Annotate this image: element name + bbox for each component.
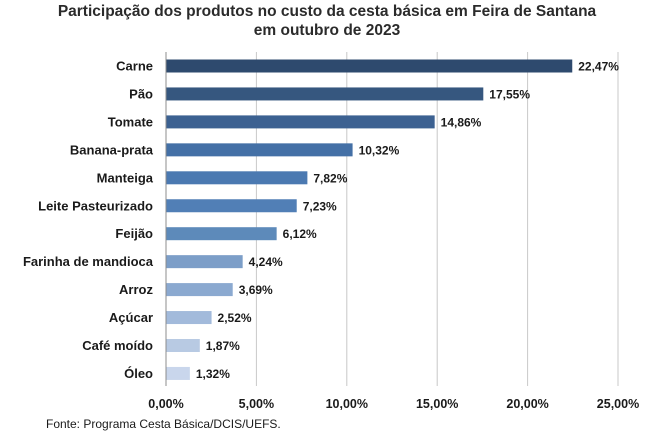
- bar: [166, 339, 200, 352]
- bar: [166, 199, 297, 213]
- category-label: Feijão: [115, 226, 153, 241]
- category-label: Banana-prata: [70, 142, 154, 157]
- bar: [166, 366, 190, 380]
- bar: [166, 87, 484, 101]
- x-tick-label: 10,00%: [326, 397, 368, 411]
- x-tick-label: 20,00%: [506, 397, 548, 411]
- x-tick-label: 15,00%: [416, 397, 458, 411]
- bar: [166, 311, 212, 325]
- data-label: 4,24%: [249, 255, 283, 269]
- chart-title-line-1: Participação dos produtos no custo da ce…: [57, 3, 597, 20]
- bar: [166, 283, 233, 297]
- category-label: Açúcar: [109, 310, 153, 325]
- bar: [166, 115, 435, 129]
- bar: [166, 59, 573, 73]
- category-label: Arroz: [119, 282, 153, 297]
- x-tick-label: 25,00%: [597, 397, 639, 411]
- data-label: 1,32%: [196, 367, 230, 381]
- category-label: Café moído: [82, 338, 153, 353]
- chart-title-line-2: em outubro de 2023: [253, 22, 401, 39]
- bar: [166, 171, 308, 185]
- category-label: Óleo: [124, 366, 153, 381]
- data-label: 10,32%: [359, 143, 400, 157]
- data-label: 2,52%: [218, 311, 252, 325]
- category-label: Carne: [116, 59, 153, 74]
- category-label: Leite Pasteurizado: [38, 198, 153, 213]
- data-label: 22,47%: [578, 60, 619, 74]
- category-label: Tomate: [108, 114, 153, 129]
- x-tick-label: 0,00%: [148, 397, 183, 411]
- data-label: 7,23%: [303, 199, 337, 213]
- bar: [166, 227, 277, 241]
- data-label: 14,86%: [441, 115, 482, 129]
- chart-title: Participação dos produtos no custo da ce…: [0, 2, 654, 40]
- bar: [166, 255, 243, 269]
- data-label: 7,82%: [313, 171, 347, 185]
- source-note: Fonte: Programa Cesta Básica/DCIS/UEFS.: [46, 417, 281, 431]
- data-label: 17,55%: [489, 87, 530, 101]
- data-label: 6,12%: [283, 227, 317, 241]
- bar: [166, 143, 353, 157]
- data-label: 1,87%: [206, 339, 240, 353]
- category-label: Pão: [129, 86, 153, 101]
- category-label: Farinha de mandioca: [23, 254, 154, 269]
- x-tick-label: 5,00%: [239, 397, 274, 411]
- category-label: Manteiga: [97, 170, 154, 185]
- data-label: 3,69%: [239, 283, 273, 297]
